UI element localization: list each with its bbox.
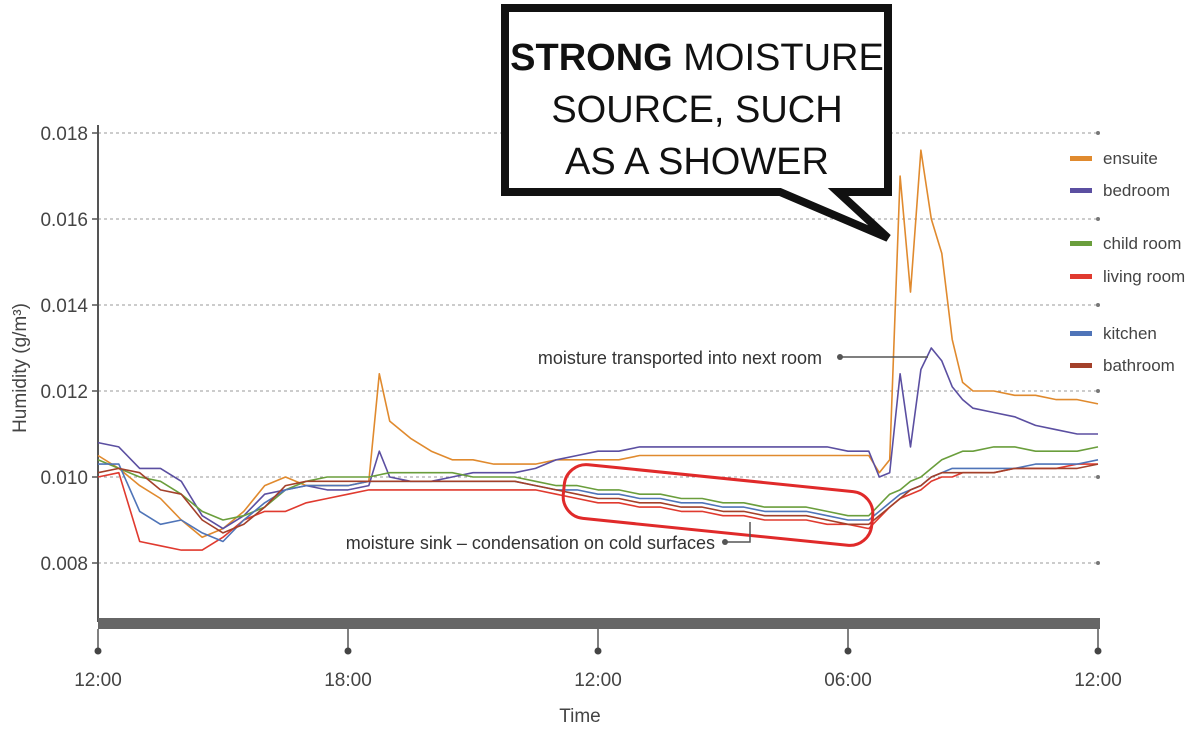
legend-swatch bbox=[1070, 156, 1092, 161]
x-tick-dot bbox=[594, 647, 602, 655]
series-line-bathroom bbox=[97, 463, 1099, 534]
callout-line-3: AS A SHOWER bbox=[565, 141, 829, 183]
y-tick-label: 0.016 bbox=[40, 210, 88, 231]
gridline-end-dot bbox=[1096, 217, 1100, 221]
callout-line-1: STRONG MOISTURE bbox=[510, 37, 884, 79]
y-tick-label: 0.018 bbox=[40, 124, 88, 145]
legend: ensuite bedroom child room living room kitch… bbox=[1070, 149, 1185, 375]
sink-annotation: moisture sink – condensation on cold sur… bbox=[346, 522, 751, 553]
callout-strong-word: STRONG bbox=[510, 37, 673, 79]
gridline-end-dot bbox=[1096, 303, 1100, 307]
legend-swatch bbox=[1070, 331, 1092, 336]
legend-label: child room bbox=[1103, 234, 1181, 253]
callout-bubble: STRONG MOISTURE SOURCE, SUCH AS A SHOWER bbox=[501, 4, 892, 242]
sink-highlight bbox=[561, 463, 875, 547]
series-line-ensuite bbox=[97, 149, 1099, 539]
series-lines bbox=[97, 149, 1099, 551]
x-tick-label: 06:00 bbox=[824, 670, 872, 691]
sink-label: moisture sink – condensation on cold sur… bbox=[346, 533, 715, 553]
x-tick-dot bbox=[1094, 647, 1102, 655]
gridline-end-dot bbox=[1096, 561, 1100, 565]
legend-label: bedroom bbox=[1103, 181, 1170, 200]
legend-swatch bbox=[1070, 188, 1092, 193]
y-tick-label: 0.012 bbox=[40, 382, 88, 403]
y-tick-label: 0.008 bbox=[40, 554, 88, 575]
transport-label: moisture transported into next room bbox=[538, 348, 822, 368]
x-axis: 12:00 18:00 12:00 06:00 12:00 bbox=[74, 629, 1122, 691]
gridline-end-dot bbox=[1096, 131, 1100, 135]
x-tick-label: 18:00 bbox=[324, 670, 372, 691]
legend-label: ensuite bbox=[1103, 149, 1158, 168]
x-tick-label: 12:00 bbox=[1074, 670, 1122, 691]
legend-label: living room bbox=[1103, 267, 1185, 286]
y-tick-label: 0.014 bbox=[40, 296, 88, 317]
y-axis-title: Humidity (g/m³) bbox=[10, 303, 31, 433]
gridline-end-dot bbox=[1096, 475, 1100, 479]
x-axis-bar bbox=[98, 618, 1100, 629]
callout-line-1-rest: MOISTURE bbox=[673, 37, 884, 79]
gridline-end-dot bbox=[1096, 389, 1100, 393]
x-tick-label: 12:00 bbox=[74, 670, 122, 691]
series-line-child-room bbox=[97, 446, 1099, 521]
legend-swatch bbox=[1070, 241, 1092, 246]
legend-swatch bbox=[1070, 363, 1092, 368]
x-tick-dot bbox=[344, 647, 352, 655]
y-axis: 0.018 0.016 0.014 0.012 0.010 0.008 bbox=[40, 124, 98, 575]
callout-line-2: SOURCE, SUCH bbox=[551, 89, 842, 131]
transport-annotation: moisture transported into next room bbox=[538, 348, 928, 368]
x-tick-dot bbox=[844, 647, 852, 655]
y-tick-label: 0.010 bbox=[40, 468, 88, 489]
x-axis-title: Time bbox=[559, 706, 601, 727]
x-tick-label: 12:00 bbox=[574, 670, 622, 691]
series-line-living-room bbox=[97, 463, 1098, 551]
x-tick-dot bbox=[94, 647, 102, 655]
series-line-bedroom bbox=[97, 347, 1098, 530]
legend-label: kitchen bbox=[1103, 324, 1157, 343]
legend-label: bathroom bbox=[1103, 356, 1175, 375]
series-line-kitchen bbox=[98, 459, 1099, 543]
legend-swatch bbox=[1070, 274, 1092, 279]
